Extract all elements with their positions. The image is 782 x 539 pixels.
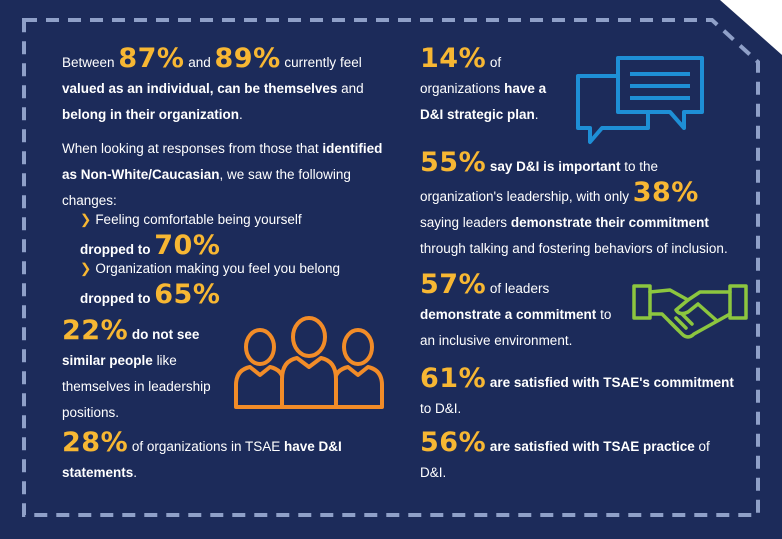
responses-post-text: , we saw the following changes: — [62, 167, 351, 208]
valued-end-text: . — [239, 107, 243, 122]
strategic-pre-text: of organizations — [420, 55, 502, 96]
item-2-percent: 65% — [154, 279, 221, 310]
important-post-text: through talking and fostering behaviors … — [420, 241, 728, 256]
similar-bold-text: do not — [131, 327, 174, 342]
valued-and-text: and — [188, 55, 211, 70]
leaders-pre-text: of leaders — [489, 281, 550, 296]
satisfied-commitment-percent: 61% — [420, 363, 487, 394]
satisfied-practice-percent: 56% — [420, 427, 487, 458]
valued-post-text: currently feel — [284, 55, 362, 70]
satisfied-commitment-post-text: to D&I. — [420, 401, 462, 416]
responses-item-2: ❯ Organization making you feel you belong… — [80, 256, 400, 312]
chevron-right-icon: ❯ — [80, 212, 92, 227]
valued-percent-high: 89% — [214, 43, 281, 74]
chevron-right-icon: ❯ — [80, 261, 92, 276]
item-1-percent: 70% — [154, 230, 221, 261]
statements-pre-text: of organizations in TSAE — [131, 439, 281, 454]
handshake-icon — [632, 284, 748, 339]
strategic-plan-stat: 14% of organizations have a D&I strategi… — [420, 43, 565, 128]
important-percent: 55% — [420, 147, 487, 178]
statements-end-text: . — [133, 465, 138, 480]
strategic-bold-text: have a D&I strategic plan — [420, 81, 547, 122]
leaders-percent: 57% — [420, 269, 487, 300]
satisfied-commitment-stat: 61% are satisfied with TSAE's commitment… — [420, 363, 740, 422]
strategic-end-text: . — [534, 107, 539, 122]
important-mid-text: saying leaders — [420, 215, 508, 230]
similar-people-stat: 22% do not see similar people like thems… — [62, 315, 237, 426]
important-pre-text: to the organization's leadership, with o… — [420, 159, 658, 204]
item-1-dropped-text: dropped to — [80, 242, 151, 257]
valued-bold-text-2: belong in their organization — [62, 107, 239, 122]
leaders-commitment-stat: 57% of leaders demonstrate a commitment … — [420, 269, 625, 354]
item-2-dropped-text: dropped to — [80, 291, 151, 306]
only-percent: 38% — [632, 177, 699, 208]
responses-item-1: ❯ Feeling comfortable being yourself drop… — [80, 207, 400, 263]
satisfied-practice-stat: 56% are satisfied with TSAE practice of … — [420, 427, 720, 486]
valued-mid-text: and — [341, 81, 364, 96]
similar-post-text: like themselves in leadership positions. — [62, 353, 211, 420]
statements-bold-text: have D&I statements — [62, 439, 342, 480]
leaders-post-text: to an inclusive environment. — [420, 307, 612, 348]
responses-stat: When looking at responses from those tha… — [62, 136, 397, 214]
satisfied-practice-post-text: of D&I. — [420, 439, 710, 480]
similar-bold-text-2: see similar people — [62, 327, 200, 368]
valued-bold-text: valued as an individual, can be themselv… — [62, 81, 338, 96]
responses-intro-text: When looking at responses from those tha… — [62, 141, 319, 156]
satisfied-commitment-bold-text: are satisfied with TSAE's commitment — [489, 375, 734, 390]
people-group-icon — [234, 316, 384, 409]
statements-percent: 28% — [62, 427, 129, 458]
valued-stat: Between 87% and 89% currently feel value… — [62, 43, 402, 128]
statements-stat: 28% of organizations in TSAE have D&I st… — [62, 427, 392, 486]
leadership-importance-stat: 55% say D&I is important to the organiza… — [420, 147, 740, 262]
important-bold-text: say D&I is important — [489, 159, 621, 174]
similar-percent: 22% — [62, 315, 129, 346]
strategic-percent: 14% — [420, 43, 487, 74]
item-2-label: Organization making you feel you belong — [95, 261, 340, 276]
item-1-label: Feeling comfortable being yourself — [95, 212, 302, 227]
valued-percent-low: 87% — [118, 43, 185, 74]
responses-bold-text: identified as Non-White/Caucasian — [62, 141, 383, 182]
important-bold-text-2: demonstrate their commitment — [510, 215, 709, 230]
satisfied-practice-bold-text: are satisfied with TSAE practice — [489, 439, 695, 454]
leaders-bold-text: demonstrate a commitment — [420, 307, 597, 322]
chat-bubbles-icon — [576, 56, 704, 144]
valued-pre-text: Between — [62, 55, 115, 70]
